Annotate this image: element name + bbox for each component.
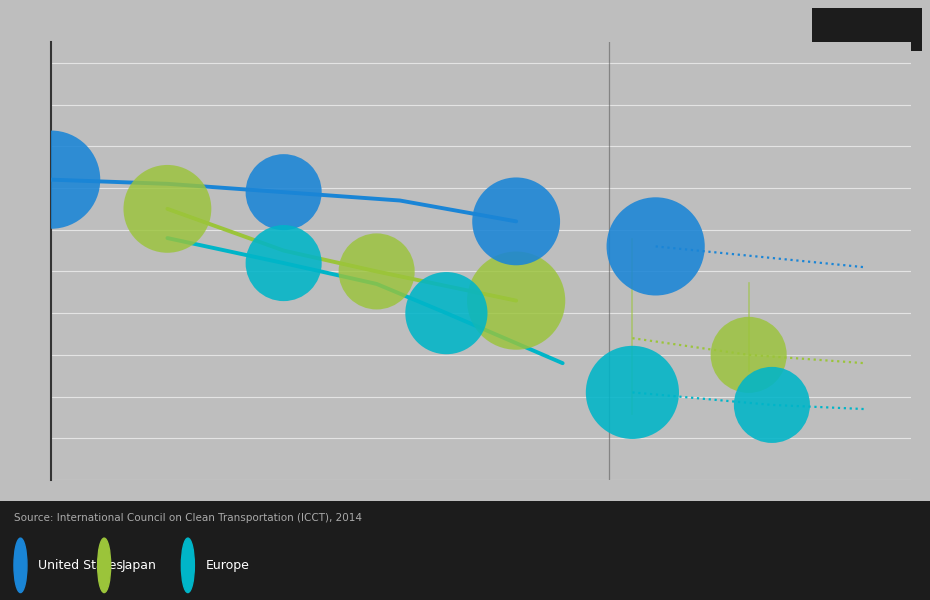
Point (276, 187, 291, 197)
Point (764, 400, 779, 410)
Text: Japan: Japan (122, 559, 156, 572)
Point (509, 296, 524, 305)
Point (625, 388, 640, 397)
Point (509, 217, 524, 226)
Ellipse shape (98, 538, 111, 593)
Point (276, 258, 291, 268)
Point (439, 308, 454, 318)
Text: United States: United States (38, 559, 123, 572)
Point (44, 175, 59, 184)
Text: Source: International Council on Clean Transportation (ICCT), 2014: Source: International Council on Clean T… (14, 513, 362, 523)
Ellipse shape (181, 538, 194, 593)
Ellipse shape (14, 538, 27, 593)
Point (741, 350, 756, 359)
Point (369, 266, 384, 276)
Point (160, 204, 175, 214)
Point (648, 242, 663, 251)
Text: Europe: Europe (206, 559, 249, 572)
